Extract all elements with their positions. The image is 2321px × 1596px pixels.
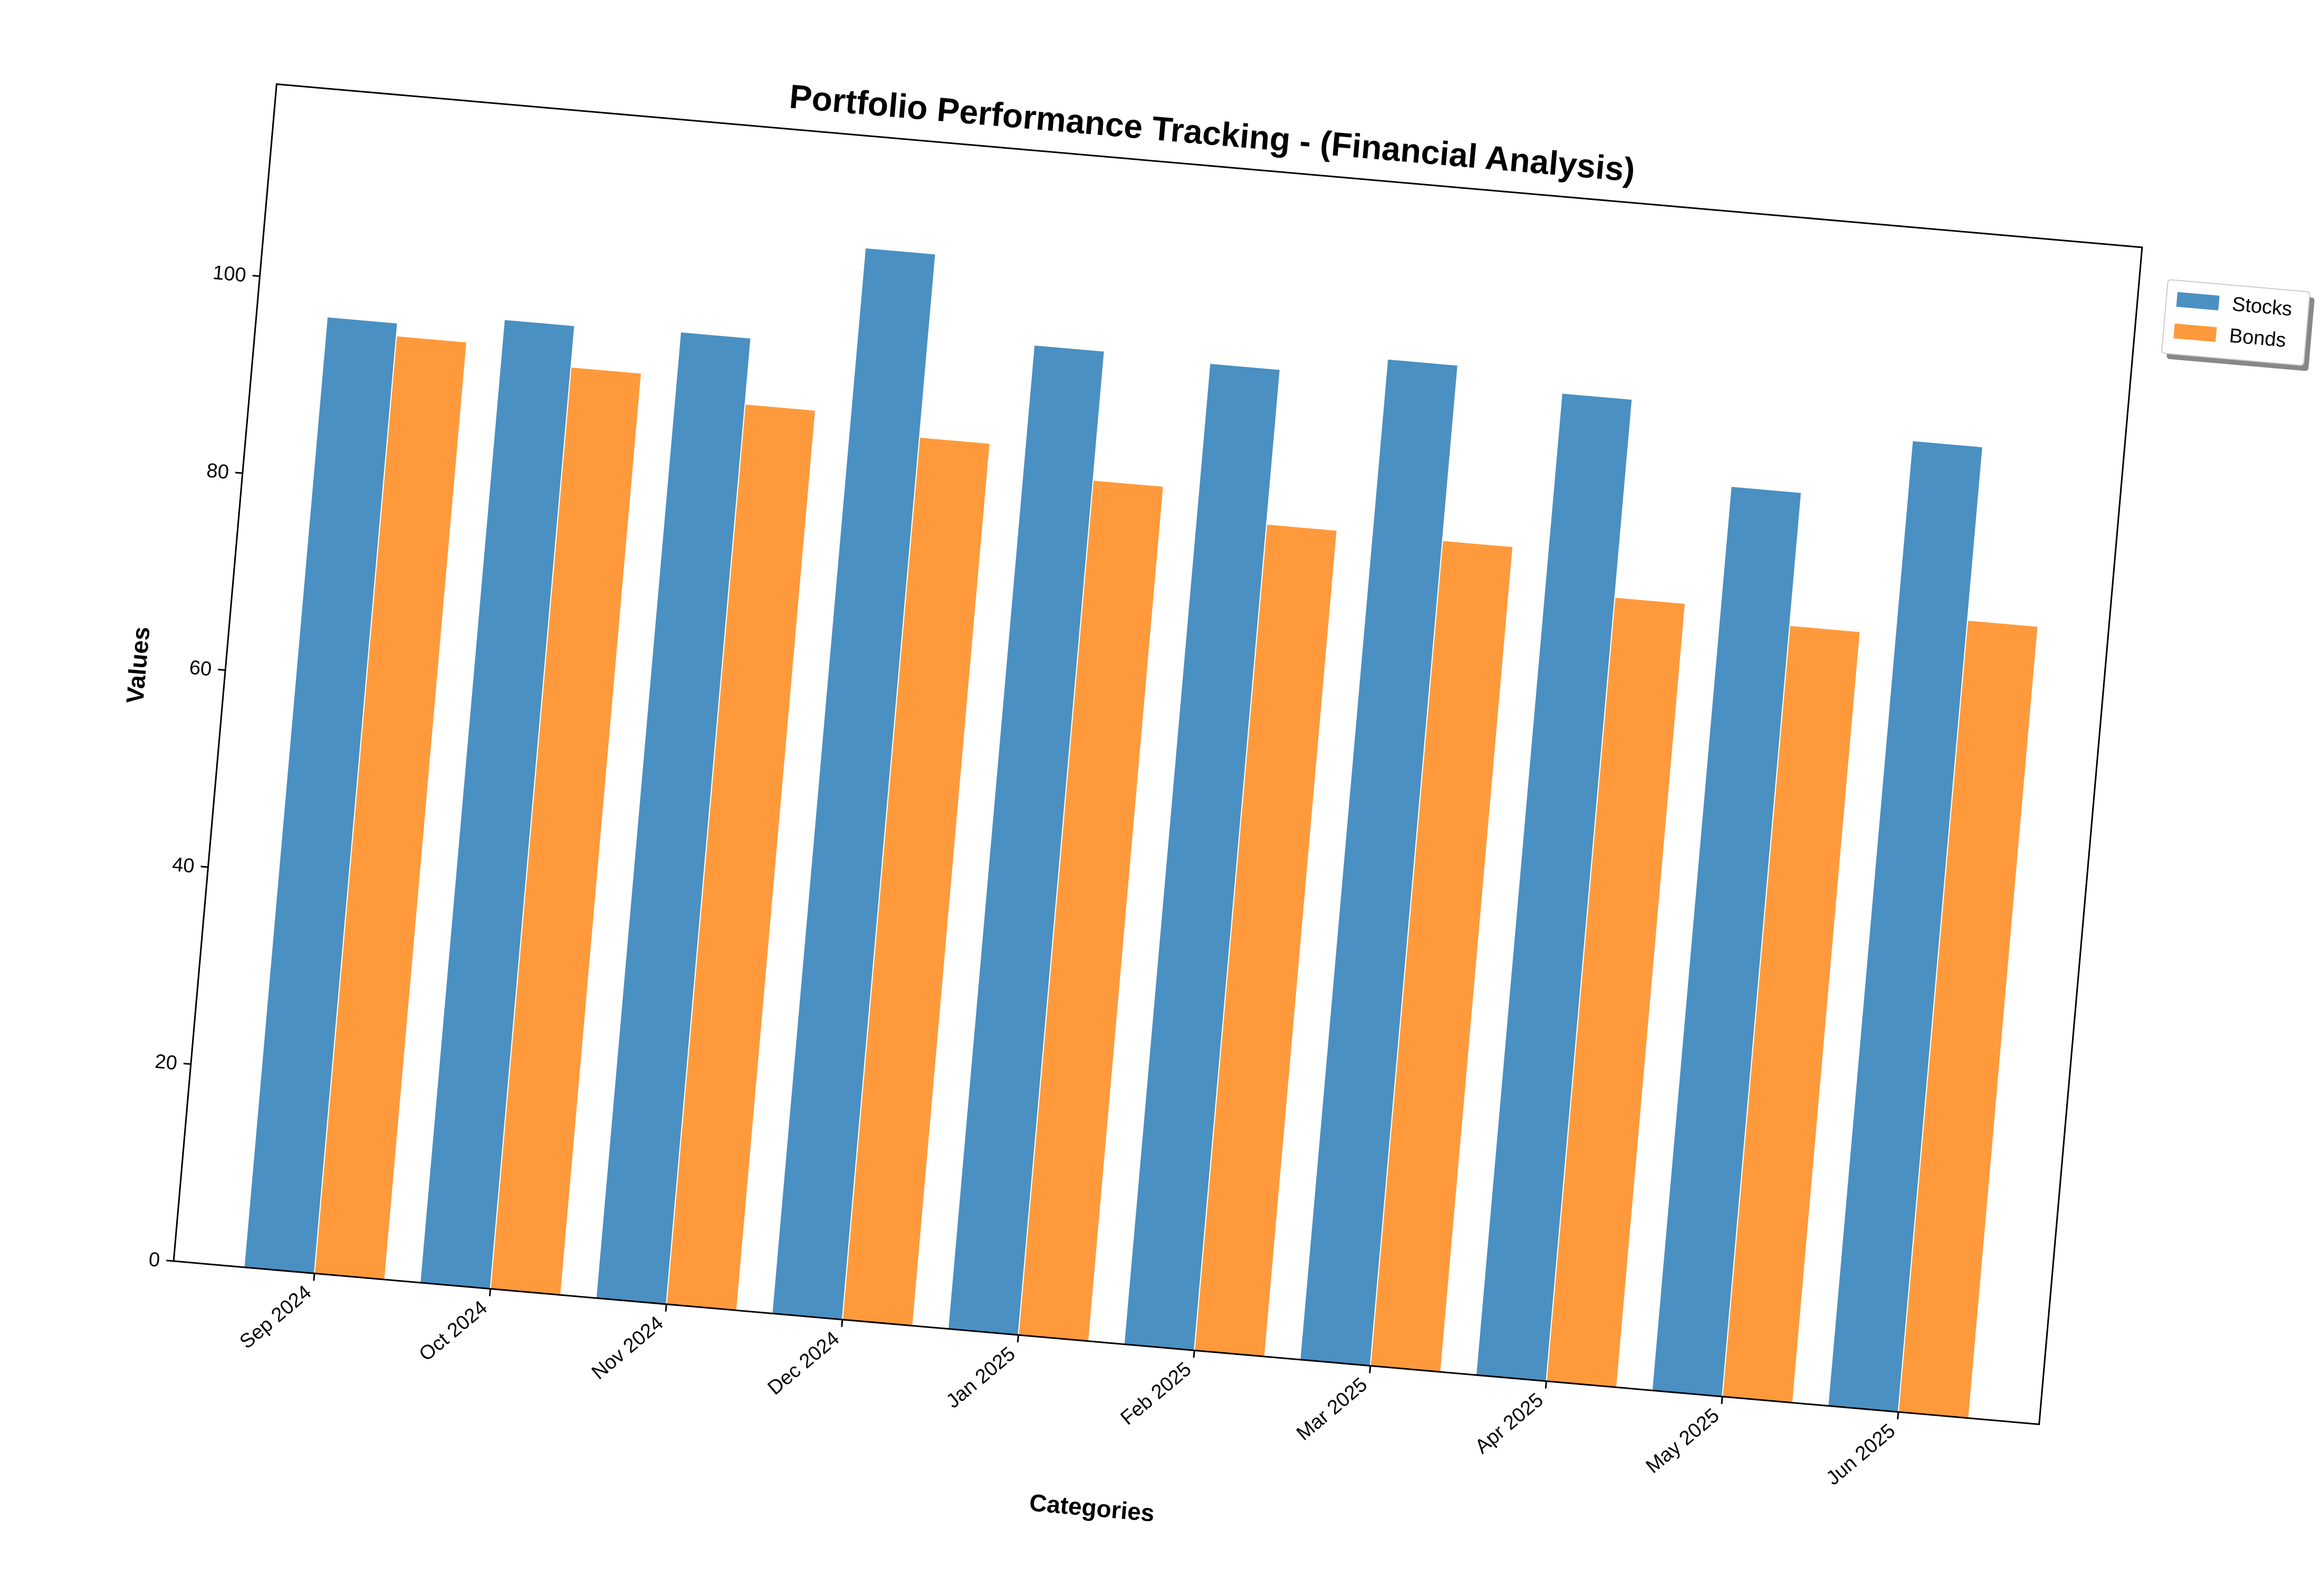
plot-frame — [172, 83, 2143, 1426]
x-axis-title: Categories — [1028, 1488, 1155, 1527]
y-axis: 0 20 40 60 80 100 — [148, 262, 260, 1272]
y-tick-label: 100 — [212, 262, 247, 286]
chart-rotated-frame: Portfolio Performance Tracking - (Financ… — [121, 78, 2143, 1527]
y-tick-label: 0 — [148, 1248, 161, 1272]
x-tick-label: Mar 2025 — [1292, 1373, 1372, 1445]
y-tick-label: 80 — [206, 459, 230, 484]
x-tick-label: Oct 2024 — [415, 1296, 492, 1366]
x-tick-label: Feb 2025 — [1116, 1358, 1195, 1429]
x-tick-label: Jun 2025 — [1822, 1420, 1900, 1490]
x-tick-label: Dec 2024 — [764, 1328, 844, 1400]
legend-swatch-stocks — [2176, 292, 2220, 311]
y-tick-label: 40 — [171, 853, 196, 878]
x-tick-label: Sep 2024 — [236, 1281, 316, 1353]
bars-group — [243, 247, 2039, 1419]
x-tick-label: Jan 2025 — [942, 1343, 1020, 1413]
y-tick-mark — [183, 1062, 191, 1065]
legend: Stocks Bonds — [2161, 279, 2315, 371]
x-tick-label: Apr 2025 — [1471, 1389, 1548, 1458]
legend-label-bonds: Bonds — [2228, 325, 2287, 352]
x-tick-label: Nov 2024 — [588, 1312, 668, 1384]
chart-title: Portfolio Performance Tracking - (Financ… — [788, 78, 1637, 189]
y-tick-label: 60 — [188, 657, 213, 681]
y-axis-title: Values — [121, 626, 155, 705]
legend-label-stocks: Stocks — [2231, 293, 2293, 321]
y-tick-mark — [252, 274, 260, 277]
x-tick-label: May 2025 — [1642, 1404, 1724, 1477]
y-tick-label: 20 — [154, 1051, 178, 1075]
y-tick-mark — [218, 668, 226, 671]
legend-box — [2161, 279, 2310, 366]
legend-swatch-bonds — [2173, 323, 2217, 342]
